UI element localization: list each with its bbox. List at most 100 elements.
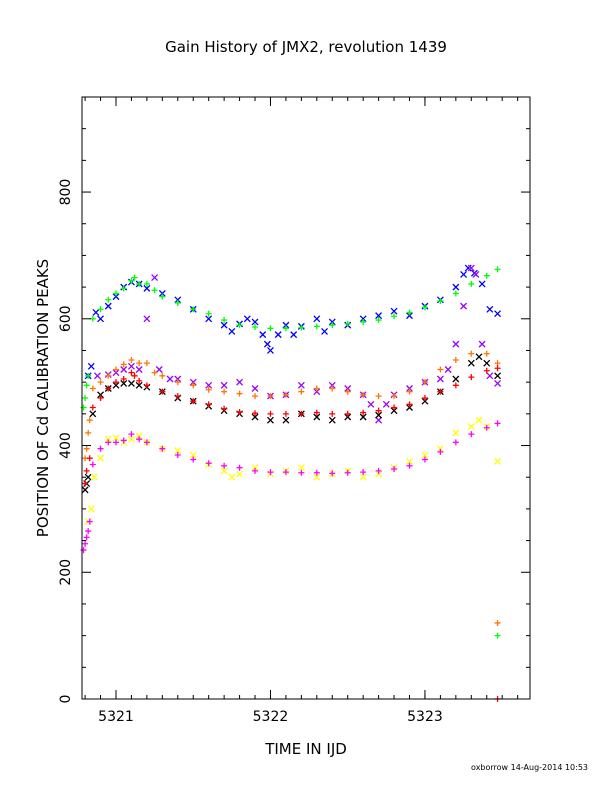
data-point — [468, 350, 475, 357]
data-point — [159, 293, 166, 300]
data-point — [252, 324, 259, 331]
data-point — [205, 460, 212, 467]
data-point — [475, 353, 483, 361]
data-point — [251, 413, 259, 421]
data-point — [452, 340, 460, 348]
data-point — [460, 302, 468, 310]
data-point — [375, 393, 382, 400]
data-point — [190, 398, 197, 405]
data-point — [437, 388, 444, 395]
data-point — [120, 379, 128, 387]
data-point — [80, 547, 87, 554]
data-point — [174, 296, 182, 304]
data-point — [189, 451, 197, 459]
data-point — [452, 283, 460, 291]
data-point — [220, 321, 228, 329]
data-point — [467, 423, 475, 430]
data-point — [251, 385, 259, 392]
data-point — [85, 429, 92, 436]
data-point — [421, 304, 428, 311]
data-point — [190, 382, 197, 389]
data-point — [151, 274, 159, 282]
data-point — [221, 462, 228, 469]
data-point — [159, 372, 166, 379]
data-point — [252, 410, 259, 417]
data-point — [375, 467, 382, 474]
series-2 — [93, 264, 502, 424]
data-point — [437, 448, 444, 455]
data-point — [221, 405, 228, 412]
data-point — [344, 388, 351, 395]
data-point — [236, 408, 243, 415]
data-point — [313, 385, 320, 392]
data-point — [228, 473, 236, 481]
data-point — [105, 385, 112, 392]
data-point — [97, 306, 104, 313]
data-point — [143, 315, 151, 323]
data-point — [344, 385, 352, 392]
data-point — [205, 310, 212, 317]
data-point — [127, 362, 135, 370]
data-point — [391, 313, 398, 320]
data-point — [494, 632, 501, 639]
data-point — [460, 270, 468, 278]
series-7 — [80, 420, 501, 554]
data-point — [494, 266, 501, 273]
series-3 — [81, 353, 502, 494]
data-point — [159, 445, 166, 452]
footer-credit: oxborrow 14-Aug-2014 10:53 — [471, 763, 588, 772]
data-point — [367, 400, 375, 408]
data-point — [486, 372, 494, 380]
data-point — [359, 473, 367, 481]
data-point — [112, 381, 120, 389]
data-point — [483, 367, 490, 374]
data-point — [151, 287, 158, 294]
data-point — [82, 480, 89, 487]
data-point — [174, 393, 181, 400]
y-axis-label: POSITION OF Cd CALIBRATION PEAKS — [34, 259, 52, 537]
data-point — [112, 366, 119, 373]
data-point — [478, 340, 486, 348]
data-point — [472, 270, 480, 278]
x-tick-label: 5323 — [407, 709, 443, 725]
data-point — [344, 413, 352, 421]
data-point — [328, 416, 336, 424]
data-point — [494, 619, 501, 626]
data-point — [494, 420, 501, 427]
data-point — [127, 435, 135, 443]
data-point — [452, 375, 460, 383]
data-point — [120, 437, 127, 444]
data-point — [220, 467, 228, 475]
data-point — [251, 464, 259, 472]
data-point — [452, 429, 460, 437]
plot-frame — [81, 96, 531, 700]
data-point — [128, 369, 135, 376]
data-point — [112, 293, 120, 301]
data-point — [97, 395, 104, 401]
data-point — [391, 393, 398, 400]
data-point — [112, 379, 119, 386]
data-point — [359, 315, 367, 323]
data-point — [494, 310, 502, 318]
data-point — [267, 410, 274, 417]
data-point — [359, 413, 367, 421]
data-point — [452, 439, 459, 446]
data-point — [406, 312, 413, 320]
data-point — [205, 386, 212, 393]
data-point — [329, 322, 336, 329]
data-point — [375, 317, 382, 324]
data-point — [282, 416, 290, 424]
data-point — [85, 372, 92, 379]
data-point — [321, 328, 328, 335]
data-point — [406, 401, 413, 408]
data-point — [344, 320, 351, 327]
axes: 5321 5322 5323 0 200 400 600 800 — [58, 97, 530, 725]
data-point — [329, 410, 336, 417]
data-point — [406, 309, 413, 316]
data-point — [274, 331, 282, 339]
data-point — [90, 473, 98, 481]
series-4 — [82, 350, 501, 626]
data-point — [475, 416, 483, 424]
data-point — [104, 302, 112, 310]
data-point — [494, 360, 501, 367]
